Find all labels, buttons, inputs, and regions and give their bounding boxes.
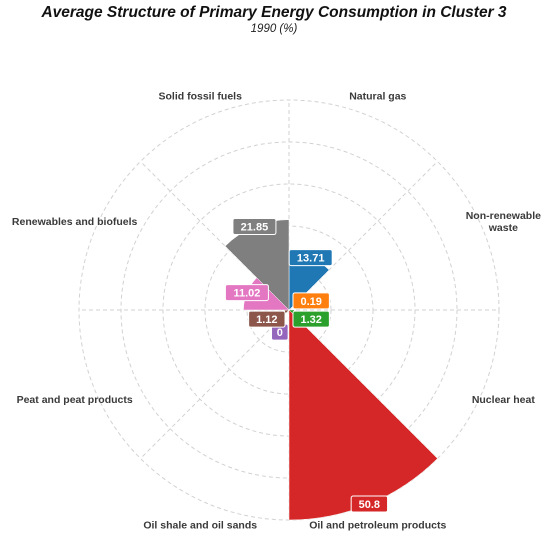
value-label-text: 1.32 bbox=[300, 314, 321, 326]
value-label-box bbox=[224, 284, 269, 302]
value-label-box bbox=[292, 292, 330, 310]
category-label-oil-shale-and-oil-sands: Oil shale and oil sands bbox=[143, 519, 257, 531]
value-label-peat-and-peat-products: 1.12 bbox=[248, 310, 286, 328]
value-label-box bbox=[288, 249, 333, 267]
value-label-text: 50.8 bbox=[359, 499, 380, 511]
value-label-nuclear-heat: 1.32 bbox=[292, 310, 330, 328]
value-label-box bbox=[248, 310, 286, 328]
chart-subtitle: 1990 (%) bbox=[250, 23, 298, 35]
value-label-non-renewable-waste: 0.19 bbox=[292, 292, 330, 310]
category-label-natural-gas: Natural gas bbox=[349, 91, 406, 103]
value-label-text: 0.19 bbox=[300, 296, 321, 308]
value-label-box bbox=[350, 495, 389, 513]
category-label-nuclear-heat: Nuclear heat bbox=[472, 394, 536, 406]
value-label-oil-and-petroleum-products: 50.8 bbox=[350, 495, 389, 513]
value-label-box bbox=[232, 218, 277, 236]
category-label-solid-fossil-fuels: Solid fossil fuels bbox=[158, 91, 242, 103]
value-label-text: 0 bbox=[277, 327, 283, 339]
value-label-text: 21.85 bbox=[241, 222, 269, 234]
category-label-renewables-and-biofuels: Renewables and biofuels bbox=[12, 216, 138, 228]
category-label-non-renewable-waste: Non-renewable waste bbox=[466, 210, 541, 234]
category-labels: Natural gas Non-renewable waste Nuclear hea… bbox=[12, 91, 541, 532]
value-label-solid-fossil-fuels: 21.85 bbox=[232, 218, 277, 236]
value-labels: 13.71 0.19 1.32 50.8 01.12 11.02 21.85 bbox=[224, 218, 389, 513]
value-label-text: 1.12 bbox=[256, 314, 277, 326]
category-label-oil-and-petroleum-products: Oil and petroleum products bbox=[309, 519, 446, 531]
category-label-peat-and-peat-products: Peat and peat products bbox=[17, 394, 133, 406]
value-label-box bbox=[292, 310, 330, 328]
grid-spoke bbox=[140, 309, 290, 459]
sector-oil-and-petroleum-products bbox=[288, 309, 438, 521]
value-label-natural-gas: 13.71 bbox=[288, 249, 333, 267]
chart-title: Average Structure of Primary Energy Cons… bbox=[41, 4, 507, 21]
value-label-text: 13.71 bbox=[297, 253, 325, 265]
value-label-renewables-and-biofuels: 11.02 bbox=[224, 284, 269, 302]
value-label-text: 11.02 bbox=[233, 288, 260, 300]
